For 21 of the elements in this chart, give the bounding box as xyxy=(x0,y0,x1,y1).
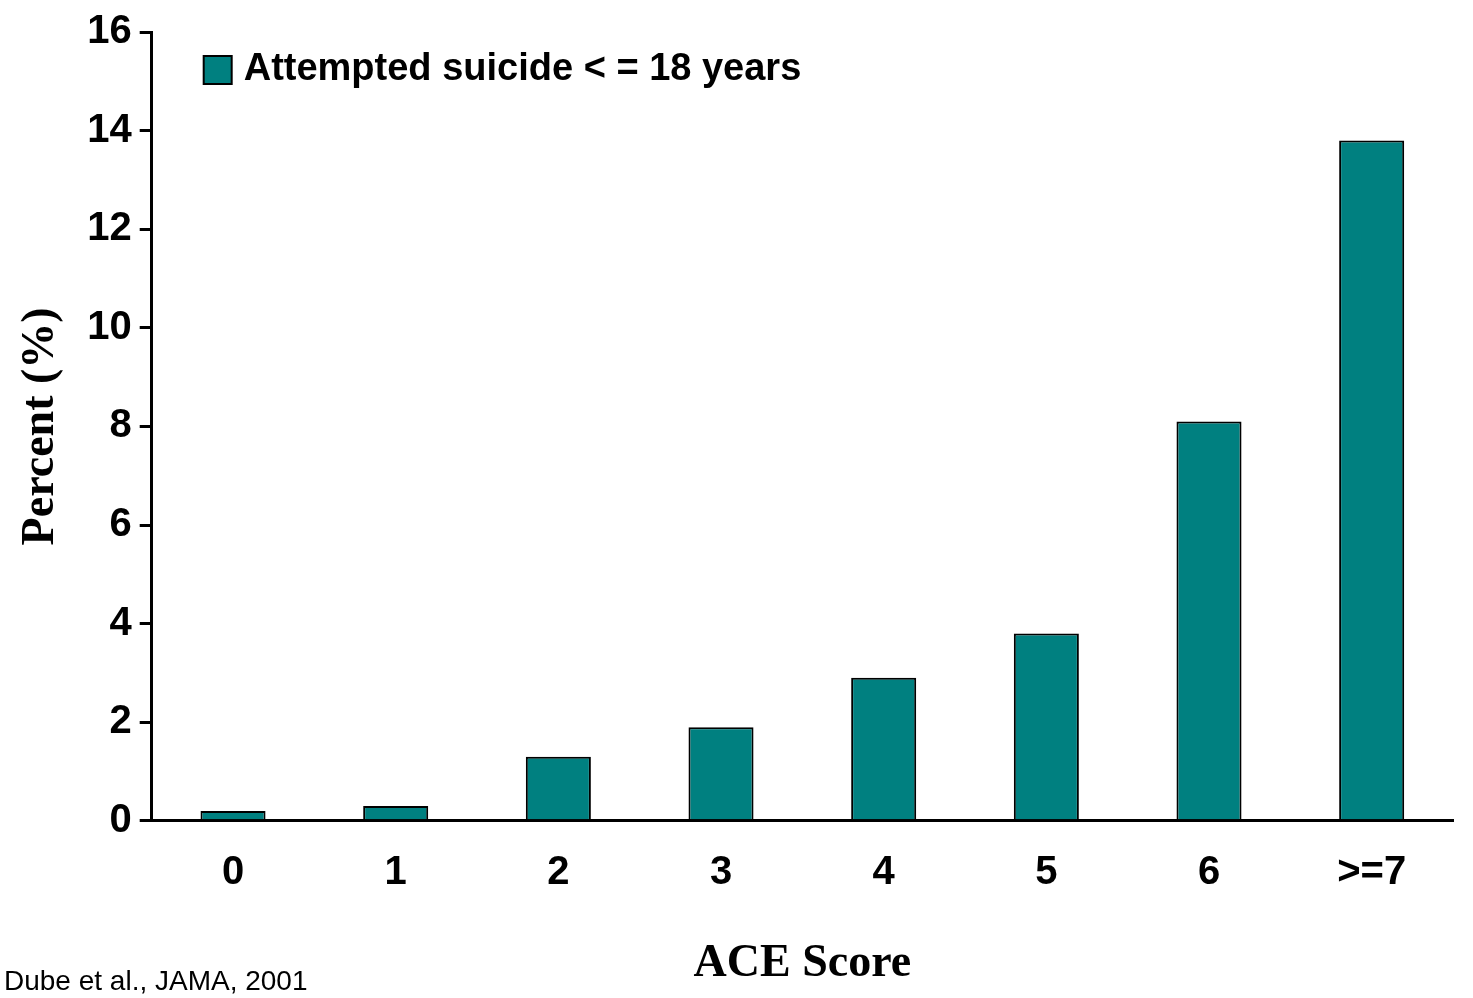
x-tick-label: >=7 xyxy=(1337,847,1407,892)
y-tick-label: 6 xyxy=(109,500,132,545)
text: Dube et al., JAMA, 2001 xyxy=(4,964,308,996)
y-tick-label: 12 xyxy=(87,204,132,249)
x-tick-label: 3 xyxy=(709,847,733,892)
y-tick-label: 16 xyxy=(87,7,132,52)
x-axis-title: ACE Score xyxy=(693,935,912,987)
y-tick-label: 10 xyxy=(87,302,132,347)
y-tick-label: 8 xyxy=(109,401,132,446)
y-tick-label: 0 xyxy=(109,795,132,840)
y-tick-label: 14 xyxy=(87,105,133,150)
x-tick-label: 6 xyxy=(1197,847,1221,892)
y-axis-title: Percent (%) xyxy=(12,307,64,546)
legend-label: Attempted suicide < = 18 years xyxy=(243,46,802,89)
x-tick-label: 1 xyxy=(384,847,407,892)
x-tick-label: 2 xyxy=(547,847,570,892)
x-tick-label: 4 xyxy=(872,847,896,892)
x-tick-label: 5 xyxy=(1035,847,1058,892)
x-tick-label: 0 xyxy=(221,847,245,892)
y-tick-label: 4 xyxy=(109,598,133,643)
y-tick-label: 2 xyxy=(109,697,132,742)
